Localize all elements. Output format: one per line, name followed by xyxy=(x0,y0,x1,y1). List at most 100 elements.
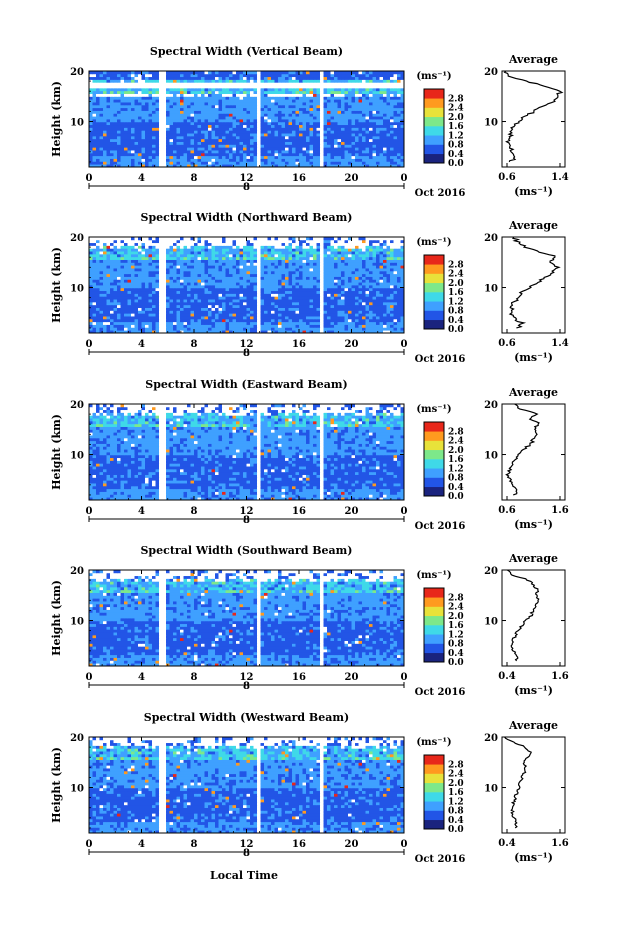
y-axis-label: Height (km) xyxy=(50,247,63,323)
average-x-tick-label: 0.6 xyxy=(498,338,515,349)
colorbar-segment xyxy=(424,459,444,469)
x-tick-label: 20 xyxy=(345,672,359,683)
colorbar-tick-label: 1.6 xyxy=(448,288,464,298)
colorbar-segment xyxy=(424,431,444,441)
colorbar-tick-label: 0.4 xyxy=(448,649,464,659)
x-tick-label: 0 xyxy=(401,506,408,517)
heatmap xyxy=(89,404,405,501)
colorbar-segment xyxy=(424,449,444,460)
colorbar-tick-label: 2.8 xyxy=(448,760,464,770)
average-y-tick-label: 10 xyxy=(484,617,498,628)
x-tick-label: 0 xyxy=(401,173,408,184)
average-x-label: (ms⁻¹) xyxy=(514,351,553,364)
colorbar-tick-label: 0.0 xyxy=(448,159,464,169)
x-tick-label: 4 xyxy=(138,339,145,350)
colorbar-tick-label: 1.2 xyxy=(448,630,464,640)
day-label: 8 xyxy=(243,348,250,359)
colorbar-tick-label: 0.8 xyxy=(448,307,464,317)
colorbar-segment xyxy=(424,643,444,654)
date-label: Oct 2016 xyxy=(415,354,466,365)
average-x-tick-label: 1.4 xyxy=(551,338,568,349)
x-tick-label: 16 xyxy=(292,839,306,850)
colorbar-segment xyxy=(424,634,444,644)
average-profile: Average 10 20 0.6 1.4 (ms⁻¹) xyxy=(484,219,569,364)
average-x-label: (ms⁻¹) xyxy=(514,684,553,697)
average-title: Average xyxy=(508,719,558,732)
colorbar-tick-label: 2.8 xyxy=(448,593,464,603)
average-frame xyxy=(501,736,566,834)
average-x-tick-label: 0.6 xyxy=(498,172,515,183)
day-label: 8 xyxy=(243,515,250,526)
average-y-tick-label: 20 xyxy=(484,233,498,244)
x-tick-label: 4 xyxy=(138,173,145,184)
average-x-tick-label: 1.6 xyxy=(551,838,568,849)
colorbar-tick-label: 2.0 xyxy=(448,113,464,123)
colorbar-segment xyxy=(424,764,444,774)
x-tick-label: 4 xyxy=(138,506,145,517)
heatmap xyxy=(89,737,405,834)
colorbar-segment xyxy=(424,301,444,311)
colorbar-segment xyxy=(424,144,444,155)
colorbar-tick-label: 2.4 xyxy=(448,770,464,780)
colorbar-segment xyxy=(424,597,444,607)
x-tick-label: 12 xyxy=(240,506,254,517)
average-profile: Average 10 20 0.4 1.6 (ms⁻¹) xyxy=(484,552,569,697)
colorbar-tick-label: 2.4 xyxy=(448,104,464,114)
y-tick-label: 10 xyxy=(70,451,84,462)
x-tick-label: 16 xyxy=(292,672,306,683)
colorbar-segment xyxy=(424,422,444,432)
colorbar-segment xyxy=(424,819,444,830)
panel-3: Spectral Width (Eastward Beam)0 4 8 12 16 20 0… xyxy=(50,378,569,532)
panel-5: Spectral Width (Westward Beam)0 4 8 12 16 20 0… xyxy=(50,711,569,865)
colorbar-tick-label: 0.0 xyxy=(448,825,464,835)
colorbar-segment xyxy=(424,273,444,284)
average-x-tick-label: 1.6 xyxy=(551,671,568,682)
colorbar-tick-label: 2.0 xyxy=(448,779,464,789)
average-profile-line xyxy=(503,70,564,163)
colorbar: (ms⁻¹) 0.00.40.81.21.62.02.42.8 xyxy=(416,404,463,502)
x-tick-label: 12 xyxy=(240,839,254,850)
average-y-tick-label: 20 xyxy=(484,67,498,78)
average-x-label: (ms⁻¹) xyxy=(514,185,553,198)
x-tick-label: 8 xyxy=(191,173,198,184)
average-frame xyxy=(501,70,566,168)
average-y-tick-label: 10 xyxy=(484,451,498,462)
x-tick-label: 8 xyxy=(191,506,198,517)
colorbar-tick-label: 1.2 xyxy=(448,464,464,474)
colorbar-tick-label: 2.8 xyxy=(448,427,464,437)
colorbar-tick-label: 1.6 xyxy=(448,788,464,798)
colorbar-segment xyxy=(424,486,444,497)
panel-2: Spectral Width (Northward Beam)0 4 8 12 16 20… xyxy=(50,211,569,365)
y-tick-label: 20 xyxy=(70,233,84,244)
colorbar-segment xyxy=(424,126,444,136)
average-x-tick-label: 0.4 xyxy=(498,838,515,849)
colorbar: (ms⁻¹) 0.00.40.81.21.62.02.42.8 xyxy=(416,570,463,668)
colorbar-segment xyxy=(424,319,444,330)
colorbar-unit: (ms⁻¹) xyxy=(416,570,451,581)
average-profile-line xyxy=(508,236,561,329)
chart-title: Spectral Width (Eastward Beam) xyxy=(145,378,347,391)
average-profile: Average 10 20 0.4 1.6 (ms⁻¹) xyxy=(484,719,569,864)
average-title: Average xyxy=(508,53,558,66)
colorbar-tick-label: 2.0 xyxy=(448,446,464,456)
average-x-tick-label: 1.4 xyxy=(551,172,568,183)
date-label: Oct 2016 xyxy=(415,521,466,532)
x-tick-label: 0 xyxy=(86,339,93,350)
colorbar-tick-label: 1.2 xyxy=(448,297,464,307)
colorbar-tick-label: 0.4 xyxy=(448,816,464,826)
x-tick-label: 0 xyxy=(401,839,408,850)
x-tick-label: 8 xyxy=(191,839,198,850)
colorbar-tick-label: 2.4 xyxy=(448,603,464,613)
day-label: 8 xyxy=(243,182,250,193)
heatmap xyxy=(89,570,405,667)
panel-4: Spectral Width (Southward Beam)0 4 8 12 16 20… xyxy=(50,544,569,698)
x-tick-label: 20 xyxy=(345,173,359,184)
x-tick-label: 20 xyxy=(345,839,359,850)
x-tick-label: 20 xyxy=(345,506,359,517)
colorbar-segment xyxy=(424,652,444,663)
colorbar-segment xyxy=(424,782,444,793)
average-y-tick-label: 10 xyxy=(484,784,498,795)
x-tick-label: 0 xyxy=(401,672,408,683)
chart-title: Spectral Width (Southward Beam) xyxy=(140,544,352,557)
